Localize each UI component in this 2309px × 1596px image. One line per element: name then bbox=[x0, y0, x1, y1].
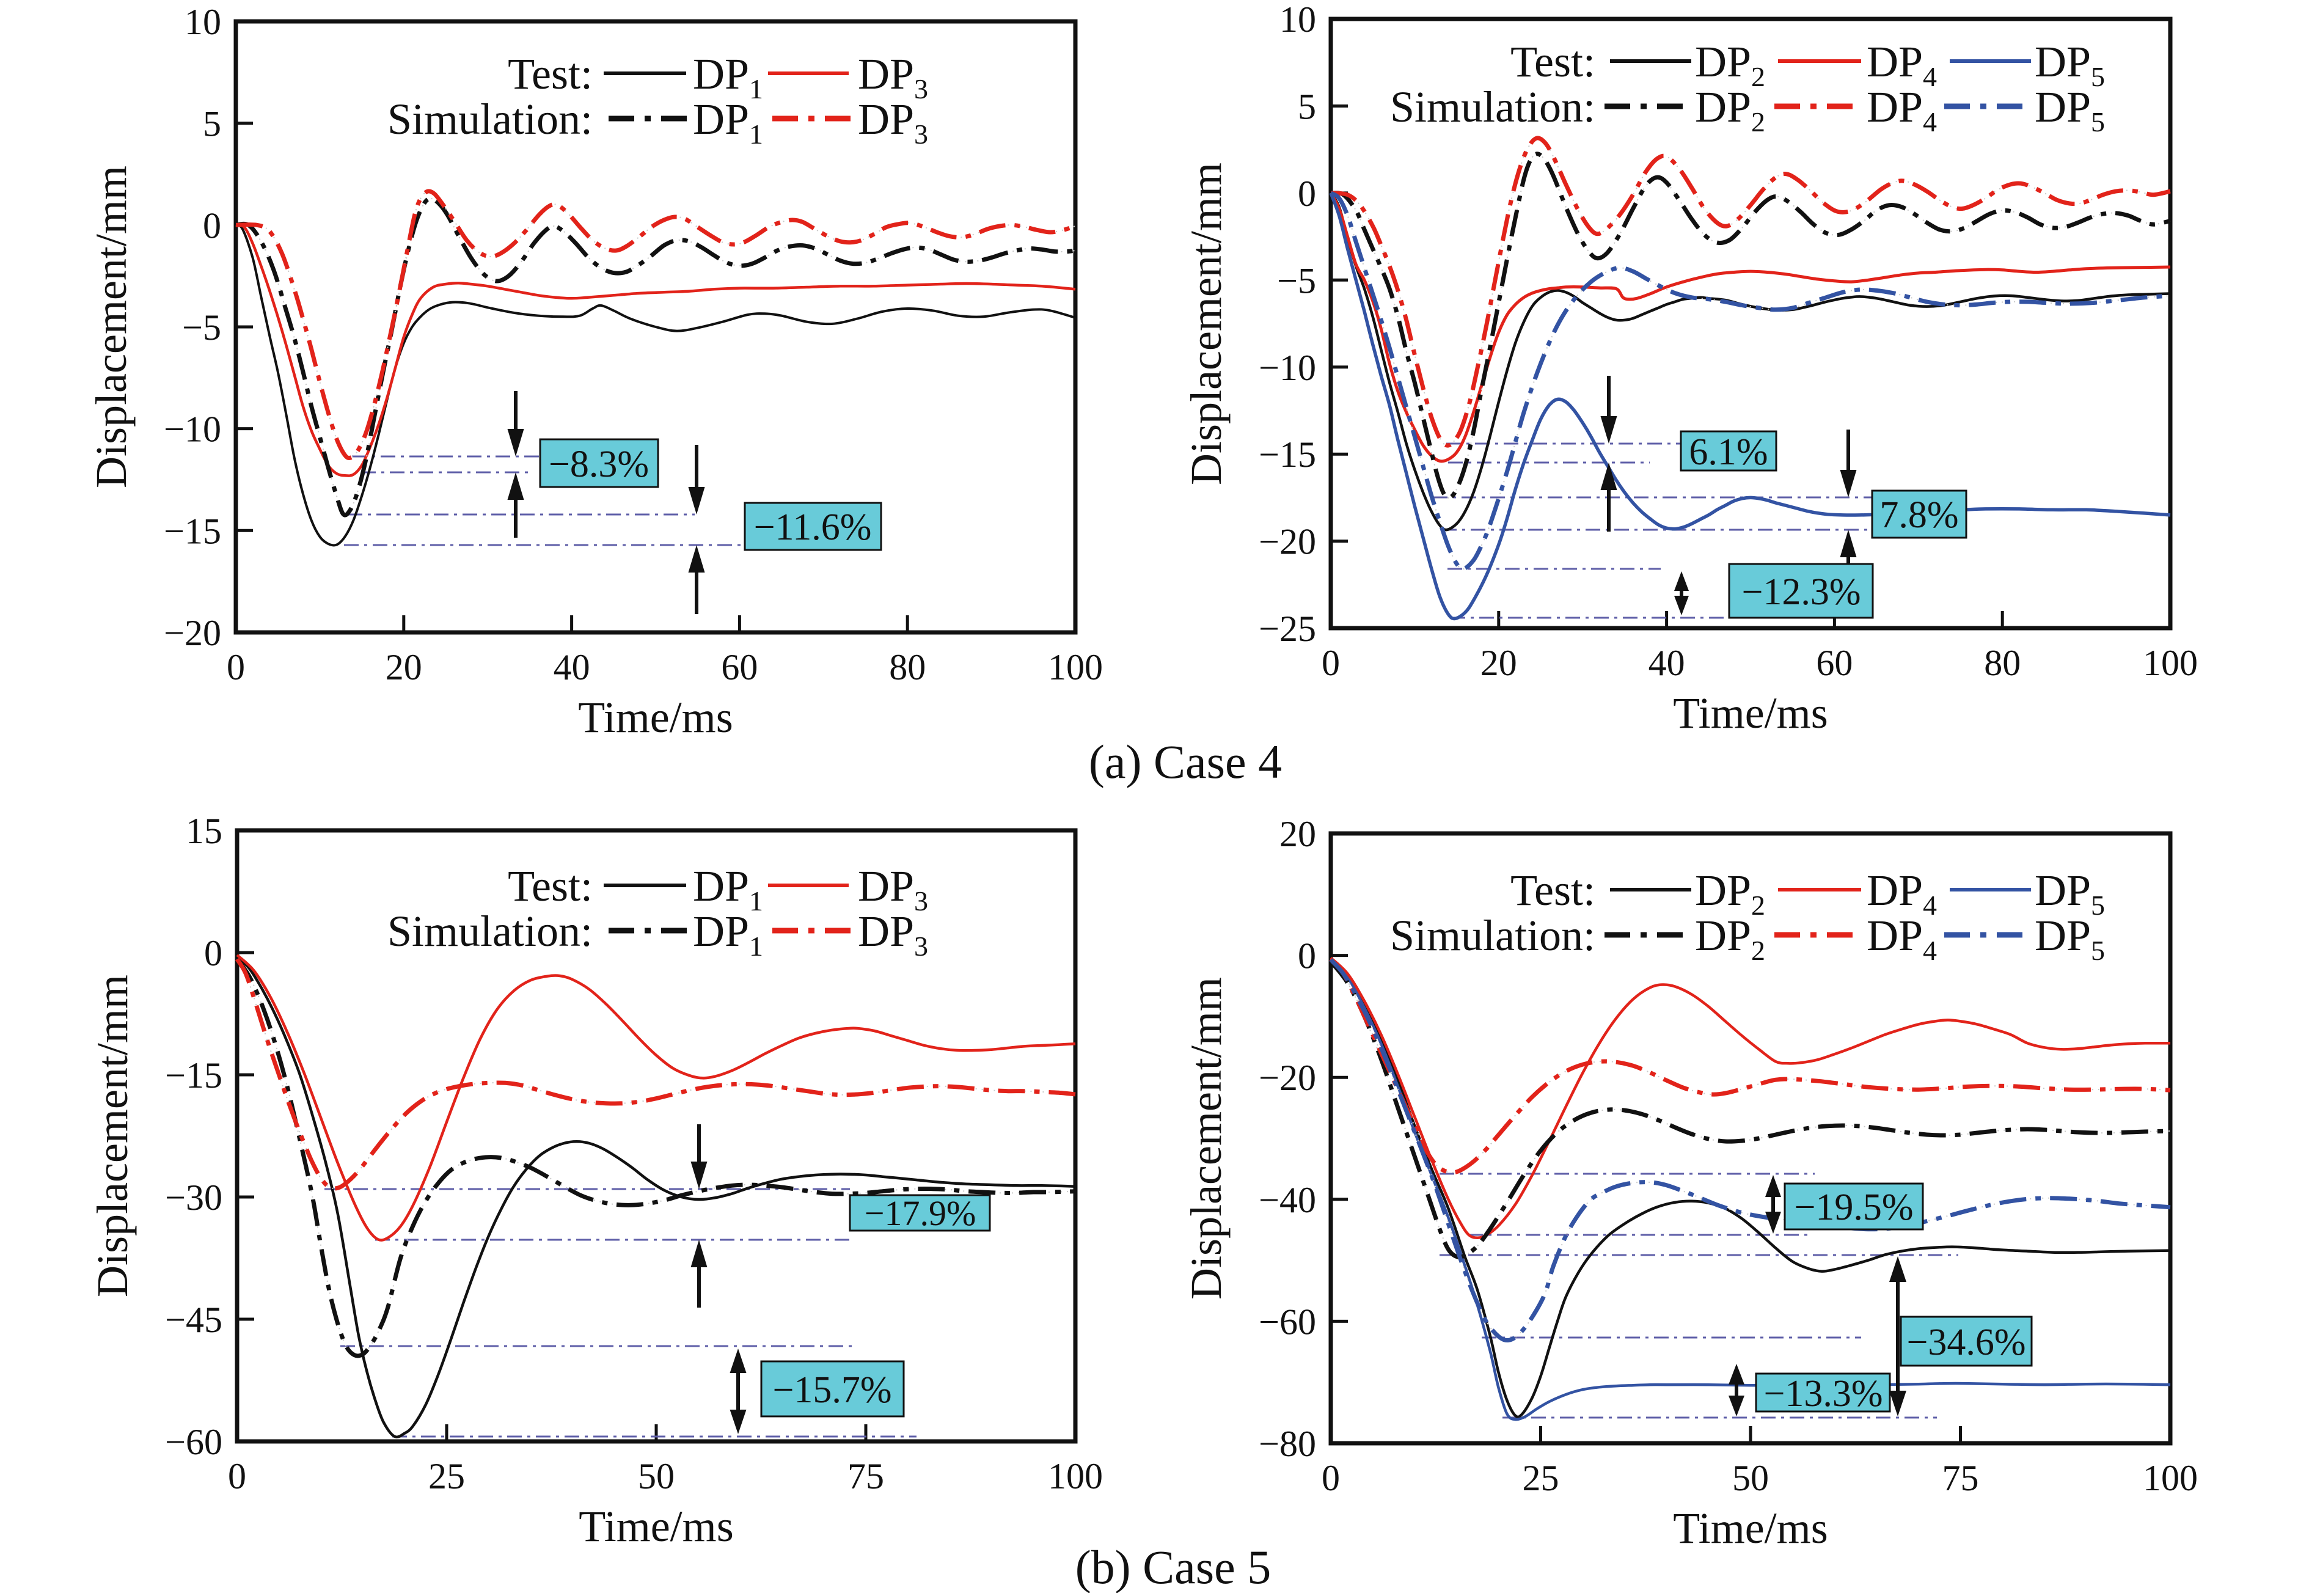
svg-text:Simulation:: Simulation: bbox=[387, 907, 593, 956]
svg-text:−19.5%: −19.5% bbox=[1794, 1187, 1913, 1228]
svg-text:−5: −5 bbox=[182, 307, 221, 348]
svg-text:0: 0 bbox=[1322, 1458, 1340, 1498]
svg-text:5: 5 bbox=[203, 104, 221, 144]
svg-text:Simulation:: Simulation: bbox=[1390, 82, 1595, 131]
svg-text:6.1%: 6.1% bbox=[1689, 431, 1768, 473]
svg-text:100: 100 bbox=[1048, 1456, 1103, 1496]
svg-text:100: 100 bbox=[2143, 1458, 2198, 1498]
svg-text:40: 40 bbox=[554, 647, 590, 687]
svg-text:Time/ms: Time/ms bbox=[1673, 1504, 1828, 1553]
svg-text:0: 0 bbox=[228, 1456, 246, 1496]
svg-text:DP5: DP5 bbox=[2035, 82, 2105, 137]
svg-text:−15: −15 bbox=[164, 511, 221, 551]
svg-text:20: 20 bbox=[386, 647, 422, 687]
svg-text:50: 50 bbox=[638, 1456, 675, 1496]
svg-text:80: 80 bbox=[1984, 643, 2021, 683]
svg-text:−13.3%: −13.3% bbox=[1763, 1373, 1883, 1415]
svg-text:0: 0 bbox=[203, 205, 221, 246]
svg-text:DP2: DP2 bbox=[1695, 911, 1765, 966]
svg-text:−15: −15 bbox=[1259, 434, 1316, 475]
svg-text:−8.3%: −8.3% bbox=[549, 444, 649, 485]
svg-text:Displacement/mm: Displacement/mm bbox=[1182, 163, 1231, 485]
svg-text:75: 75 bbox=[1942, 1458, 1979, 1498]
svg-text:Time/ms: Time/ms bbox=[579, 1502, 733, 1551]
svg-text:−40: −40 bbox=[1259, 1180, 1316, 1220]
svg-text:80: 80 bbox=[889, 647, 926, 687]
svg-text:−60: −60 bbox=[1259, 1301, 1316, 1342]
svg-text:0: 0 bbox=[1298, 174, 1316, 214]
svg-text:−80: −80 bbox=[1259, 1424, 1316, 1464]
svg-text:Test:: Test: bbox=[508, 49, 593, 98]
svg-text:DP4: DP4 bbox=[1867, 37, 1937, 92]
svg-text:40: 40 bbox=[1649, 643, 1685, 683]
svg-text:−60: −60 bbox=[165, 1422, 222, 1462]
svg-text:5: 5 bbox=[1298, 87, 1316, 127]
svg-text:DP1: DP1 bbox=[693, 49, 763, 104]
svg-text:0: 0 bbox=[227, 647, 245, 687]
svg-text:Displacement/mm: Displacement/mm bbox=[87, 166, 136, 488]
svg-text:−11.6%: −11.6% bbox=[754, 507, 872, 548]
svg-text:60: 60 bbox=[721, 647, 758, 687]
svg-text:−20: −20 bbox=[1259, 522, 1316, 562]
svg-text:DP1: DP1 bbox=[693, 95, 763, 150]
svg-text:20: 20 bbox=[1480, 643, 1517, 683]
svg-text:−10: −10 bbox=[164, 409, 221, 450]
svg-text:−17.9%: −17.9% bbox=[865, 1193, 976, 1233]
svg-text:0: 0 bbox=[204, 933, 222, 973]
svg-text:10: 10 bbox=[1279, 0, 1316, 40]
svg-text:20: 20 bbox=[1279, 814, 1316, 854]
svg-text:60: 60 bbox=[1816, 643, 1853, 683]
svg-text:(b) Case 5: (b) Case 5 bbox=[1075, 1540, 1272, 1593]
svg-text:−10: −10 bbox=[1259, 348, 1316, 388]
svg-text:50: 50 bbox=[1732, 1458, 1769, 1498]
svg-text:7.8%: 7.8% bbox=[1879, 494, 1958, 536]
svg-text:−45: −45 bbox=[165, 1300, 222, 1340]
svg-text:Test:: Test: bbox=[508, 862, 593, 910]
svg-text:DP5: DP5 bbox=[2035, 37, 2105, 92]
svg-text:100: 100 bbox=[2143, 643, 2198, 683]
svg-text:−15: −15 bbox=[165, 1055, 222, 1096]
svg-text:DP4: DP4 bbox=[1867, 866, 1937, 921]
svg-text:−20: −20 bbox=[164, 613, 221, 653]
svg-text:Time/ms: Time/ms bbox=[578, 693, 733, 742]
svg-text:10: 10 bbox=[185, 2, 221, 42]
svg-text:Displacement/mm: Displacement/mm bbox=[1182, 977, 1231, 1300]
svg-text:75: 75 bbox=[847, 1456, 884, 1496]
svg-text:−12.3%: −12.3% bbox=[1741, 571, 1861, 613]
svg-text:0: 0 bbox=[1322, 643, 1340, 683]
svg-text:Simulation:: Simulation: bbox=[387, 95, 593, 144]
svg-text:−34.6%: −34.6% bbox=[1906, 1322, 2025, 1363]
svg-text:−25: −25 bbox=[1259, 609, 1316, 649]
svg-text:−30: −30 bbox=[165, 1177, 222, 1218]
svg-text:100: 100 bbox=[1048, 647, 1103, 687]
svg-text:Time/ms: Time/ms bbox=[1673, 689, 1828, 738]
svg-text:25: 25 bbox=[1523, 1458, 1559, 1498]
svg-text:DP3: DP3 bbox=[858, 95, 928, 150]
svg-text:Test:: Test: bbox=[1510, 37, 1595, 86]
svg-text:15: 15 bbox=[186, 811, 222, 851]
svg-text:−20: −20 bbox=[1259, 1058, 1316, 1098]
svg-text:Test:: Test: bbox=[1510, 866, 1595, 915]
svg-text:Simulation:: Simulation: bbox=[1390, 911, 1595, 960]
svg-text:−5: −5 bbox=[1277, 260, 1316, 301]
svg-text:−15.7%: −15.7% bbox=[772, 1369, 891, 1411]
svg-text:0: 0 bbox=[1298, 936, 1316, 976]
svg-text:25: 25 bbox=[428, 1456, 465, 1496]
svg-text:DP3: DP3 bbox=[858, 49, 928, 104]
svg-text:Displacement/mm: Displacement/mm bbox=[88, 975, 137, 1297]
svg-text:(a) Case 4: (a) Case 4 bbox=[1089, 735, 1282, 788]
